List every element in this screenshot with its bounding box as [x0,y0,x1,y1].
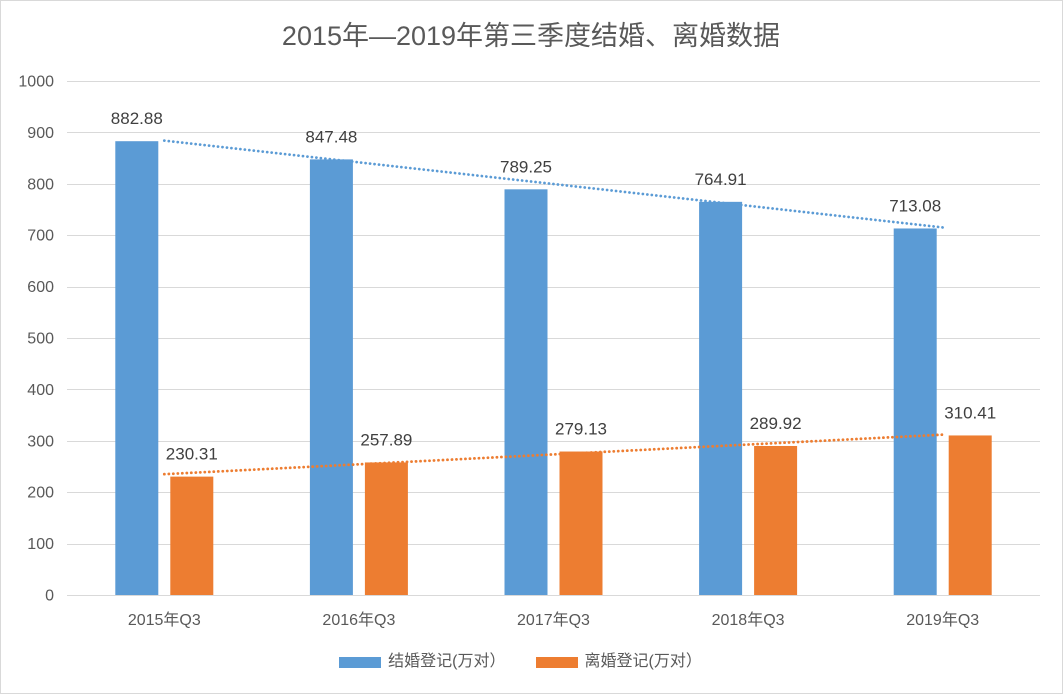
bar-marriage-3 [699,201,743,596]
data-label-marriage-0: 882.88 [111,109,163,128]
legend-item-divorce: 离婚登记(万对） [535,651,702,673]
bar-divorce-4 [948,435,992,595]
x-tick-label-2: 2017年Q3 [517,611,590,629]
legend-marker-marriage [339,656,382,668]
y-tick-label-600: 600 [27,279,54,296]
data-label-divorce-1: 257.89 [360,430,412,449]
legend-label-divorce: 离婚登记(万对） [584,653,702,670]
data-label-marriage-2: 789.25 [500,157,552,176]
data-label-divorce-2: 279.13 [555,420,607,439]
legend-label-marriage: 结婚登记(万对） [388,653,506,670]
x-tick-label-4: 2019年Q3 [906,611,979,629]
data-label-divorce-3: 289.92 [750,414,802,433]
data-label-marriage-1: 847.48 [305,127,357,146]
bar-divorce-1 [364,462,408,595]
y-tick-label-200: 200 [27,485,54,502]
bar-divorce-0 [170,476,214,595]
y-tick-label-300: 300 [27,433,54,450]
legend-item-marriage: 结婚登记(万对） [339,651,506,673]
trendline-divorce [162,433,945,476]
bars [115,141,992,596]
y-tick-label-100: 100 [27,536,54,553]
y-axis-tick-labels: 0 100 200 300 400 500 600 700 800 900 1000 [18,74,54,605]
trendline-marriage [162,139,945,229]
y-tick-label-700: 700 [27,228,54,245]
bar-divorce-3 [754,445,798,595]
x-tick-label-1: 2016年Q3 [322,611,395,629]
y-tick-label-400: 400 [27,382,54,399]
bar-marriage-0 [115,141,159,595]
y-tick-label-900: 900 [27,125,54,142]
bar-marriage-4 [893,228,937,596]
x-tick-label-3: 2018年Q3 [712,611,785,629]
y-tick-label-500: 500 [27,331,54,348]
data-label-divorce-0: 230.31 [166,445,218,464]
x-tick-label-0: 2015年Q3 [128,611,201,629]
gridlines [67,81,1040,596]
data-label-divorce-4: 310.41 [944,403,996,422]
bar-marriage-1 [309,159,353,596]
y-tick-label-800: 800 [27,176,54,193]
legend: 结婚登记(万对） 离婚登记(万对） [0,651,1063,673]
trendlines [162,139,945,476]
data-label-marriage-4: 713.08 [889,196,941,215]
bar-divorce-2 [559,451,603,595]
legend-marker-divorce [535,656,578,668]
bar-marriage-2 [504,189,548,595]
x-axis-tick-labels: 2015年Q3 2016年Q3 2017年Q3 2018年Q3 2019年Q3 [128,611,979,629]
data-label-marriage-3: 764.91 [695,170,747,189]
chart-title: 2015年—2019年第三季度结婚、离婚数据 [282,21,780,51]
data-labels: 882.88 847.48 789.25 764.91 713.08 230.31 257.… [111,109,996,463]
y-tick-label-0: 0 [45,588,54,605]
y-tick-label-1000: 1000 [18,74,54,91]
